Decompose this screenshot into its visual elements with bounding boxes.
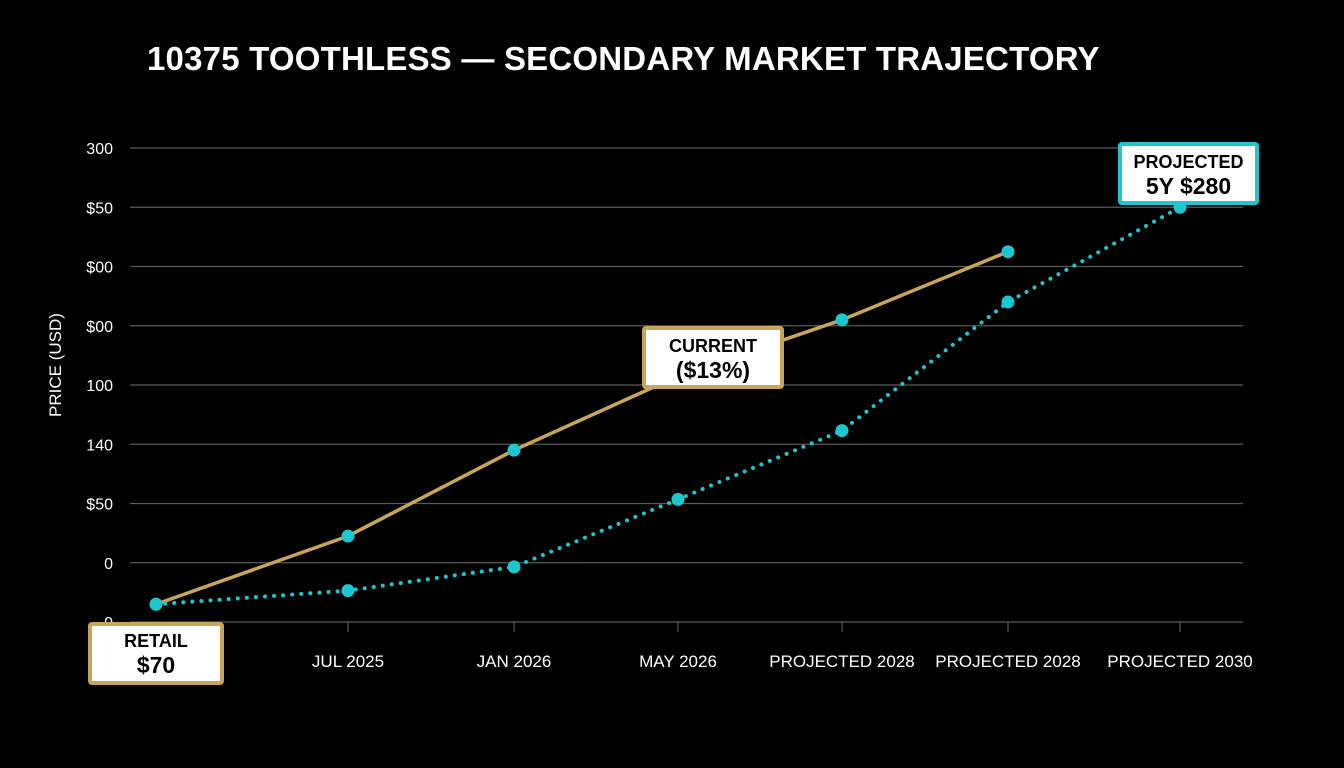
current-callout: CURRENT ($13%) xyxy=(642,326,784,389)
data-point-s2-1 xyxy=(341,584,355,598)
data-point-s2-4 xyxy=(835,424,849,438)
y-tick-label: $00 xyxy=(86,319,113,336)
y-tick-label: 100 xyxy=(86,378,113,395)
y-axis-label: PRICE (USD) xyxy=(46,313,65,417)
x-tick-label: JUL 2025 xyxy=(312,652,384,671)
current-callout-line2: ($13%) xyxy=(675,357,751,383)
x-tick-label: PROJECTED 2030 xyxy=(1107,652,1253,671)
projected-callout: PROJECTED 5Y $280 xyxy=(1118,142,1259,205)
x-tick-labels: JUL 2025 JAN 2026 MAY 2026 PROJECTED 2028 PR… xyxy=(312,622,1253,671)
data-point-s2-2 xyxy=(507,560,521,574)
series-line-1 xyxy=(154,249,1010,606)
chart-title: 10375 TOOTHLESS — SECONDARY MARKET TRAJE… xyxy=(147,40,1100,77)
x-tick-label: MAY 2026 xyxy=(639,652,717,671)
data-point-s2-5 xyxy=(1001,295,1015,309)
y-tick-label: 140 xyxy=(86,437,113,454)
retail-callout: RETAIL $70 xyxy=(88,622,224,685)
retail-callout-line1: RETAIL xyxy=(124,631,188,651)
projected-callout-line1: PROJECTED xyxy=(1133,152,1244,172)
data-point-s1-1 xyxy=(341,529,355,543)
projected-callout-line2: 5Y $280 xyxy=(1145,173,1232,199)
data-point-s1-2 xyxy=(507,443,521,457)
y-tick-label: 0 xyxy=(104,556,113,573)
y-tick-label: $50 xyxy=(86,200,113,217)
x-tick-label: PROJECTED 2028 xyxy=(769,652,915,671)
y-tick-label: 300 xyxy=(86,141,113,158)
x-tick-label: PROJECTED 2028 xyxy=(935,652,1081,671)
retail-callout-line2: $70 xyxy=(136,652,176,678)
y-tick-label: $50 xyxy=(86,497,113,514)
data-point-s1-4 xyxy=(835,313,849,327)
data-point-s2-0 xyxy=(149,597,163,611)
series-group xyxy=(149,200,1187,611)
current-callout-line1: CURRENT xyxy=(669,336,757,356)
y-tick-label: $00 xyxy=(86,260,113,277)
grid-lines xyxy=(130,147,1243,623)
data-point-s1-5 xyxy=(1001,245,1015,259)
data-point-s2-3 xyxy=(671,492,685,506)
x-tick-label: JAN 2026 xyxy=(477,652,552,671)
